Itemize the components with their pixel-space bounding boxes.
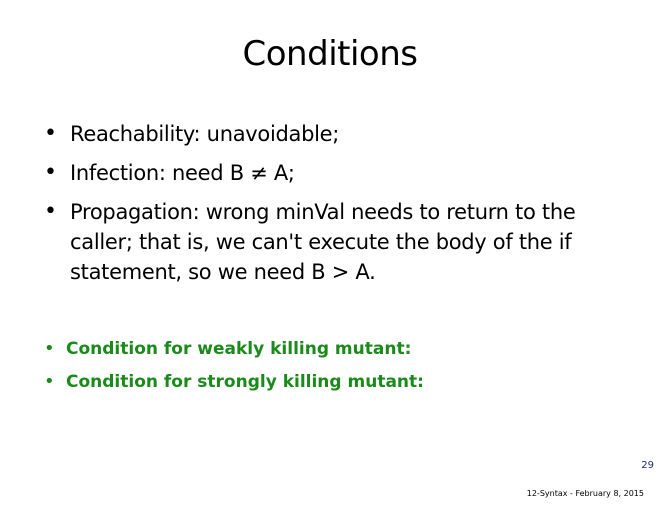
- bullet-text: Reachability: unavoidable;: [70, 122, 340, 146]
- bullet-text: Condition for weakly killing mutant:: [66, 339, 412, 359]
- bullet-text: Propagation: wrong minVal needs to retur…: [70, 200, 576, 284]
- bullet-infection: • Infection: need B ≠ A;: [44, 158, 624, 188]
- page-number: 29: [641, 460, 654, 471]
- bullet-dot: •: [44, 338, 55, 359]
- slide-footer: 12-Syntax - February 8, 2015: [526, 489, 644, 498]
- bullet-dot: •: [44, 371, 55, 392]
- green-bullet-strongly-killing: • Condition for strongly killing mutant:: [44, 370, 624, 394]
- bullet-dot: •: [44, 121, 57, 146]
- bullet-dot: •: [44, 199, 57, 224]
- bullet-text: Condition for strongly killing mutant:: [66, 372, 424, 392]
- bullet-reachability: • Reachability: unavoidable;: [44, 119, 624, 149]
- green-bullet-weakly-killing: • Condition for weakly killing mutant:: [44, 337, 624, 361]
- bullet-propagation: • Propagation: wrong minVal needs to ret…: [44, 197, 624, 287]
- slide-title: Conditions: [242, 34, 418, 74]
- bullet-text: Infection: need B ≠ A;: [70, 161, 295, 185]
- bullet-dot: •: [44, 160, 57, 185]
